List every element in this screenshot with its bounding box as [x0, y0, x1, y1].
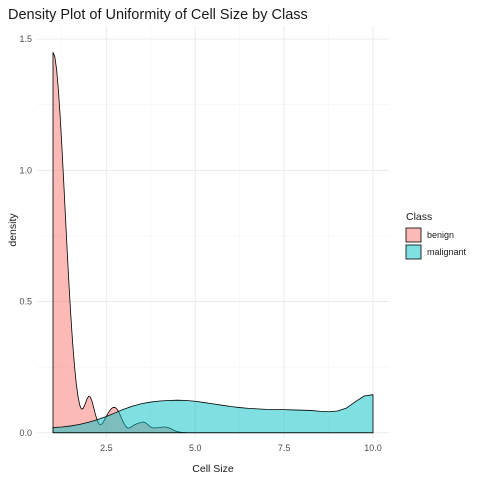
- x-axis-ticks: 2.5 5.0 7.5 10.0: [100, 443, 382, 453]
- x-tick-label: 2.5: [100, 443, 113, 453]
- legend-label-benign: benign: [427, 230, 454, 240]
- legend: Class benign malignant: [405, 211, 467, 260]
- density-area-benign: [52, 51, 374, 434]
- y-tick-label: 1.5: [19, 34, 32, 44]
- density-areas: [52, 51, 374, 434]
- legend-swatch-benign: [405, 227, 422, 243]
- y-tick-label: 0.5: [19, 297, 32, 307]
- x-tick-label: 5.0: [189, 443, 202, 453]
- chart-title: Density Plot of Uniformity of Cell Size …: [8, 7, 308, 23]
- y-tick-label: 1.0: [19, 165, 32, 175]
- y-axis-title: density: [7, 213, 19, 247]
- density-area-malignant: [52, 394, 374, 434]
- y-tick-label: 0.0: [19, 428, 32, 438]
- x-tick-label: 7.5: [278, 443, 291, 453]
- legend-swatch-malignant: [405, 244, 422, 260]
- x-axis-title: Cell Size: [192, 463, 234, 475]
- legend-title: Class: [406, 211, 432, 223]
- y-axis-ticks: 0.0 0.5 1.0 1.5: [19, 34, 32, 438]
- legend-label-malignant: malignant: [427, 247, 467, 257]
- plot-grid: [37, 26, 389, 438]
- x-tick-label: 10.0: [364, 443, 382, 453]
